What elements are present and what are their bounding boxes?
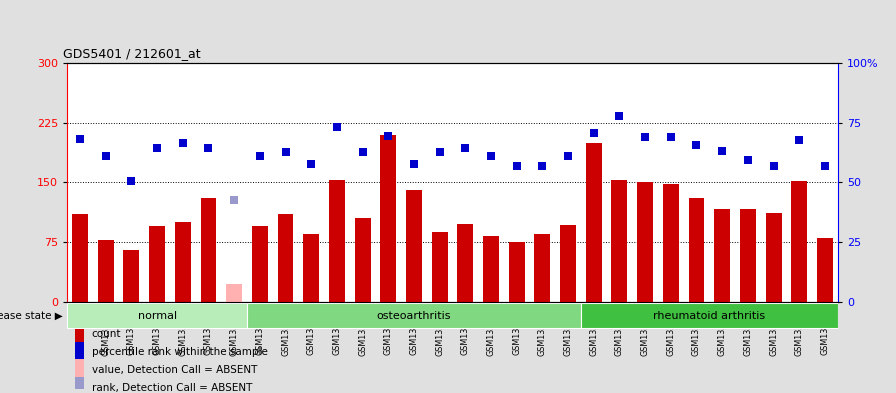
Text: normal: normal [138,310,177,321]
Point [612,113,626,119]
Bar [98,240,114,302]
Point [125,178,139,184]
Bar [714,209,730,302]
Bar [765,213,781,302]
Bar [201,198,217,302]
Bar [791,181,807,302]
Bar [432,232,448,302]
Bar [124,250,140,302]
Point [638,134,652,140]
Bar [560,225,576,302]
Bar [586,143,602,302]
Bar [581,303,838,328]
Bar [534,234,550,302]
Bar [457,224,473,302]
Point [227,197,241,203]
Point [510,163,524,170]
Point [330,123,344,130]
Text: value, Detection Call = ABSENT: value, Detection Call = ABSENT [92,365,257,375]
Bar [303,234,319,302]
Bar [72,214,88,302]
Point [150,145,164,151]
Point [535,163,549,170]
Bar [67,303,247,328]
Bar [75,377,84,393]
Bar [355,218,371,302]
Point [407,161,421,167]
Bar [252,226,268,302]
Point [279,149,293,155]
Text: count: count [92,329,121,339]
Bar [175,222,191,302]
Point [741,157,755,163]
Bar [817,238,833,302]
Point [587,130,601,136]
Point [484,153,498,159]
Point [766,163,780,170]
Point [356,149,370,155]
Bar [380,134,396,302]
Point [253,153,267,159]
Bar [75,342,84,362]
Point [561,153,575,159]
Point [202,145,216,151]
Bar [740,209,756,302]
Bar [75,360,84,380]
Bar [278,214,294,302]
Point [433,149,447,155]
Bar [663,184,679,302]
Bar [483,236,499,302]
Point [304,161,318,167]
Bar [688,198,704,302]
Point [73,136,87,142]
Point [458,145,472,151]
Point [664,134,678,140]
Bar [406,190,422,302]
Text: percentile rank within the sample: percentile rank within the sample [92,347,268,357]
Text: GDS5401 / 212601_at: GDS5401 / 212601_at [64,47,201,60]
Point [176,140,190,146]
Bar [149,226,165,302]
Bar [247,303,581,328]
Bar [509,242,525,302]
Point [381,133,395,140]
Point [715,147,729,154]
Bar [75,323,84,345]
Bar [329,180,345,302]
Text: rank, Detection Call = ABSENT: rank, Detection Call = ABSENT [92,383,253,393]
Bar [226,285,242,302]
Text: disease state ▶: disease state ▶ [0,310,63,321]
Point [818,163,832,170]
Bar [637,182,653,302]
Point [792,137,806,143]
Point [689,142,703,148]
Point [99,153,113,159]
Text: osteoarthritis: osteoarthritis [376,310,452,321]
Text: rheumatoid arthritis: rheumatoid arthritis [653,310,765,321]
Bar [611,180,627,302]
